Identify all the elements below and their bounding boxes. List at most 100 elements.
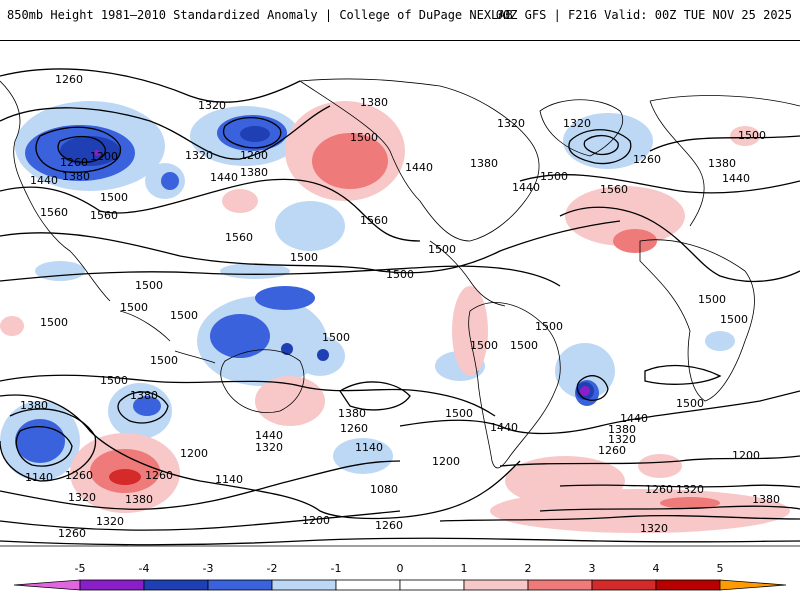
contour-label: 1380 (470, 157, 498, 170)
contour-label: 1260 (58, 527, 86, 540)
colorbar-tick-label: 3 (588, 562, 596, 575)
contour-label: 1200 (240, 149, 268, 162)
contour-label: 1260 (340, 422, 368, 435)
contour-label: 1140 (215, 473, 243, 486)
colorbar-segment (527, 579, 593, 591)
contour-label: 1380 (752, 493, 780, 506)
colorbar-segment (591, 579, 657, 591)
contour-label: 1200 (732, 449, 760, 462)
colorbar-tick-label: -2 (266, 562, 278, 575)
contour-label: 1560 (360, 214, 388, 227)
map-canvas: 1260 1320 1380 1200 1260 1380 1440 1320 … (0, 68, 800, 547)
contour-label: 1320 (96, 515, 124, 528)
contour-label: 1560 (225, 231, 253, 244)
contour-label: 1500 (698, 293, 726, 306)
contour-label: 1440 (722, 172, 750, 185)
contour-label: 1320 (198, 99, 226, 112)
contour-label: 1500 (535, 320, 563, 333)
contour-label: 1140 (25, 471, 53, 484)
contour-label: 1260 (60, 156, 88, 169)
contour-label: 1380 (20, 399, 48, 412)
contour-label: 1500 (510, 339, 538, 352)
contour-label: 1500 (540, 170, 568, 183)
header-bar: 850mb Height 1981–2010 Standardized Anom… (0, 0, 800, 38)
contour-label: 1260 (375, 519, 403, 532)
contour-label: 1440 (405, 161, 433, 174)
colorbar-tick-label: 1 (460, 562, 468, 575)
colorbar-segment (719, 579, 787, 591)
contour-label: 1500 (150, 354, 178, 367)
contour-label: 1440 (30, 174, 58, 187)
contour-label: 1260 (55, 73, 83, 86)
map-panel[interactable]: 1260 1320 1380 1200 1260 1380 1440 1320 … (0, 40, 800, 560)
contour-label: 1380 (338, 407, 366, 420)
contour-label: 1500 (290, 251, 318, 264)
contour-label: 1560 (40, 206, 68, 219)
contour-label: 1260 (145, 469, 173, 482)
contour-label: 1500 (100, 191, 128, 204)
contour-label: 1080 (370, 483, 398, 496)
coastlines (0, 78, 800, 547)
colorbar-legend: -5 -4 -3 -2 -1 0 1 2 3 4 5 (0, 558, 800, 600)
contour-label: 1500 (322, 331, 350, 344)
contour-label: 1560 (600, 183, 628, 196)
contour-label: 1320 (640, 522, 668, 535)
contour-label: 1440 (490, 421, 518, 434)
contour-label: 1380 (708, 157, 736, 170)
contour-label: 1380 (240, 166, 268, 179)
contour-label: 1440 (512, 181, 540, 194)
contour-label: 1260 (645, 483, 673, 496)
contour-label: 1200 (90, 150, 118, 163)
contour-label: 1380 (125, 493, 153, 506)
contour-label: 1380 (360, 96, 388, 109)
colorbar-tick-label: 2 (524, 562, 532, 575)
colorbar-segment (655, 579, 721, 591)
contour-label: 1320 (68, 491, 96, 504)
contour-label: 1440 (620, 412, 648, 425)
colorbar-tick-label: -5 (74, 562, 86, 575)
contour-label: 1560 (90, 209, 118, 222)
map-title: 850mb Height 1981–2010 Standardized Anom… (7, 8, 513, 22)
model-run-info: 00Z GFS | F216 Valid: 00Z TUE NOV 25 202… (495, 8, 792, 22)
contour-labels: 1260 1320 1380 1200 1260 1380 1440 1320 … (20, 73, 780, 540)
contour-label: 1200 (302, 514, 330, 527)
positive-anomaly-light-shading (0, 101, 790, 533)
contour-label: 1500 (470, 339, 498, 352)
colorbar-tick-label: 4 (652, 562, 660, 575)
contour-label: 1320 (563, 117, 591, 130)
contour-label: 1500 (738, 129, 766, 142)
colorbar-segment (399, 579, 465, 591)
contour-label: 1440 (255, 429, 283, 442)
contour-label: 1380 (608, 423, 636, 436)
contour-label: 1140 (355, 441, 383, 454)
contour-label: 1500 (40, 316, 68, 329)
colorbar-segment (335, 579, 401, 591)
contour-label: 1500 (720, 313, 748, 326)
contour-label: 1500 (100, 374, 128, 387)
colorbar-segment (13, 579, 81, 591)
colorbar-segment (463, 579, 529, 591)
colorbar-tick-label: 5 (716, 562, 724, 575)
colorbar-segment (79, 579, 145, 591)
colorbar-tick-label: -4 (138, 562, 150, 575)
contour-label: 1320 (608, 433, 636, 446)
colorbar-svg (13, 579, 787, 591)
colorbar-tick-label: -1 (330, 562, 342, 575)
contour-label: 1320 (255, 441, 283, 454)
contour-label: 1500 (445, 407, 473, 420)
contour-label: 1260 (633, 153, 661, 166)
contour-label: 1500 (350, 131, 378, 144)
contour-label: 1200 (180, 447, 208, 460)
contour-label: 1500 (428, 243, 456, 256)
contour-label: 1260 (65, 469, 93, 482)
contour-label: 1500 (135, 279, 163, 292)
contour-label: 1320 (676, 483, 704, 496)
contour-label: 1440 (210, 171, 238, 184)
contour-label: 1500 (386, 268, 414, 281)
negative-anomaly-extreme-shading (94, 150, 590, 396)
colorbar-tick-label: 0 (396, 562, 404, 575)
contour-label: 1380 (62, 170, 90, 183)
contour-label: 1500 (676, 397, 704, 410)
contour-label: 1200 (432, 455, 460, 468)
positive-anomaly-strong-shading (109, 469, 141, 485)
